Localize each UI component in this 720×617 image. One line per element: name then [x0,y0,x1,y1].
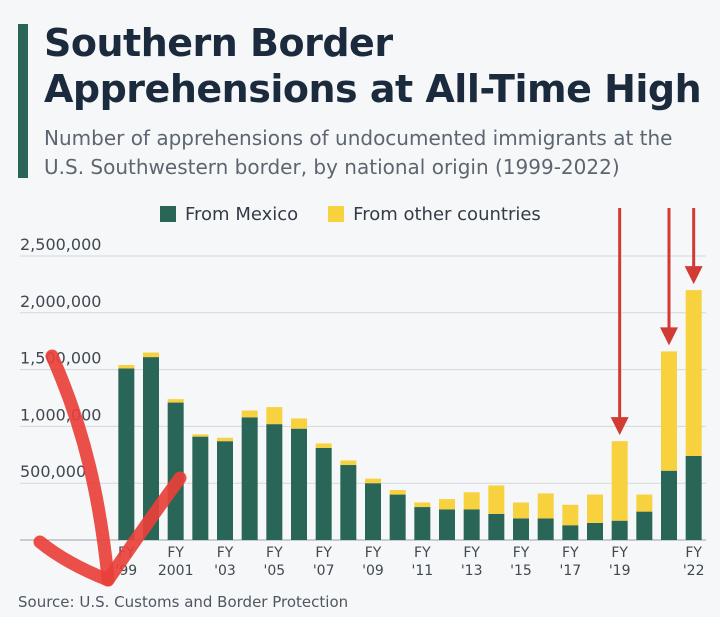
bar-mexico [611,520,628,540]
bar-mexico [513,518,529,540]
bar-other [414,502,431,508]
bar-other [685,290,702,456]
bar-other [611,441,628,521]
legend-label-other: From other countries [353,203,541,225]
y-tick-label: 500,000 [20,462,86,481]
bar-mexico [414,507,431,540]
chart-title: Southern Border Apprehensions at All-Tim… [44,21,702,111]
title-accent-bar [18,24,28,178]
x-tick-label: FY [315,545,332,561]
bar-other [562,504,579,526]
bar-other [439,499,455,510]
annotation-stroke-left [33,535,115,587]
bar-other [291,418,307,429]
x-tick-label: FY [685,545,702,561]
bar-other [266,407,283,425]
bar-other [513,502,529,519]
x-tick-label: '13 [461,563,483,579]
x-tick-label: FY [562,545,579,561]
bar-mexico [315,447,332,540]
y-tick-label: 2,500,000 [20,235,101,254]
x-tick-label: FY [167,545,184,561]
bar-other [389,490,406,495]
x-tick-label: FY [365,545,382,561]
bar-mexico [241,417,258,540]
x-tick-label: FY [513,545,530,561]
legend-item-mexico: From Mexico [160,204,298,225]
x-tick-label: '03 [214,563,236,579]
bar-mexico [143,357,159,540]
x-tick-label: '05 [263,563,285,579]
bar-mexico [340,465,357,540]
bar-mexico [192,436,209,540]
bar-other [636,494,653,512]
x-tick-label: '22 [683,563,705,579]
legend-label-mexico: From Mexico [185,203,299,225]
bar-other [661,351,677,471]
bar-other [463,492,480,510]
bar-mexico [636,511,653,540]
annotation-arrow-head [660,327,678,346]
x-tick-label: FY [463,545,480,561]
y-tick-label: 1,500,000 [20,349,101,368]
x-tick-label: FY [611,545,628,561]
bar-other [143,352,159,358]
bar-other [488,485,505,514]
x-tick-label: '15 [510,563,532,579]
bar-mexico [167,402,184,540]
legend-swatch-other [328,206,345,222]
bar-other [587,494,603,523]
x-tick-label: '19 [609,563,631,579]
x-tick-label: FY [217,545,234,561]
annotation-arrow-head [610,417,629,436]
bar-other [167,399,184,403]
x-tick-label: '11 [411,563,433,579]
x-tick-label: FY [414,545,431,561]
bar-mexico [365,483,381,540]
bar-mexico [266,424,283,540]
legend: From Mexico From other countries [160,201,571,227]
x-tick-label: FY [266,545,283,561]
bar-mexico [685,455,702,540]
bar-mexico [488,513,505,540]
y-tick-label: 2,000,000 [20,292,101,311]
source-note: Source: U.S. Customs and Border Protecti… [18,593,349,611]
bar-mexico [389,494,406,540]
bar-other [118,365,135,369]
bar-mexico [562,525,579,540]
legend-item-other: From other countries [328,204,541,225]
bar-other [217,437,233,442]
bar-mexico [587,522,603,540]
x-tick-label: 2001 [158,563,194,579]
bar-mexico [537,518,554,540]
bar-other [537,493,554,519]
bar-other [315,443,332,448]
chart-subtitle: Number of apprehensions of undocumented … [44,126,673,179]
y-tick-label: 1,000,000 [20,405,101,424]
bar-mexico [439,509,455,540]
bar-other [192,434,209,437]
bar-mexico [291,428,307,540]
bar-mexico [463,509,480,540]
annotation-stroke-down [45,349,115,585]
bar-mexico [118,368,135,540]
bar-other [241,410,258,418]
x-tick-label: '17 [559,563,581,579]
x-tick-label: '09 [362,563,384,579]
bar-other [365,478,381,484]
annotation-arrow-head [684,266,703,285]
bar-other [340,460,357,466]
x-tick-label: '07 [313,563,335,579]
legend-swatch-mexico [160,206,176,222]
annotation-stroke-right [101,471,187,587]
bar-mexico [217,441,233,540]
bar-mexico [661,470,677,540]
